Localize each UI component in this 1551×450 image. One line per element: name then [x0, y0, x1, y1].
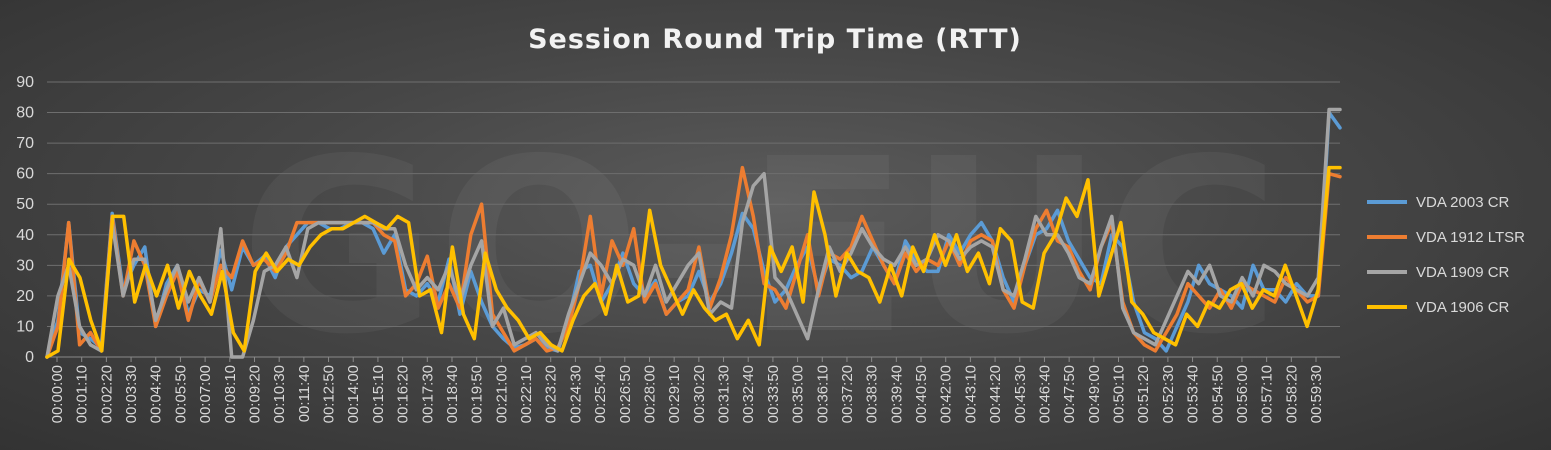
x-tick-label: 00:18:40: [444, 365, 461, 423]
x-tick-label: 00:50:10: [1111, 365, 1128, 423]
x-tick-label: 00:05:50: [172, 365, 189, 423]
x-tick-label: 00:32:40: [740, 365, 757, 423]
x-tick-label: 00:19:50: [469, 365, 486, 423]
x-tick-label: 00:54:50: [1209, 365, 1226, 423]
x-tick-label: 00:21:00: [493, 365, 510, 423]
x-tick-label: 00:07:00: [197, 365, 214, 423]
x-tick-label: 00:29:10: [666, 365, 683, 423]
x-tick-label: 00:31:30: [716, 365, 733, 423]
x-tick-label: 00:40:50: [913, 365, 930, 423]
x-tick-label: 00:14:00: [345, 365, 362, 423]
series-line-vda-1906-cr: [45, 165, 1342, 359]
x-tick-label: 00:35:00: [790, 365, 807, 423]
x-tick-label: 00:43:10: [962, 365, 979, 423]
y-axis: 0 10 20 30 40 50 60 70 80 90: [16, 74, 34, 366]
x-tick-label: 00:44:20: [987, 365, 1004, 423]
x-tick-label: 00:03:30: [123, 365, 140, 423]
legend-label: VDA 2003 CR: [1416, 194, 1510, 211]
x-tick-label: 00:57:10: [1259, 365, 1276, 423]
x-tick-label: 00:25:40: [592, 365, 609, 423]
y-tick-label: 10: [16, 318, 34, 335]
x-tick-label: 00:04:40: [148, 365, 165, 423]
x-tick-label: 00:49:00: [1086, 365, 1103, 423]
x-tick-label: 00:01:10: [74, 365, 91, 423]
x-tick-label: 00:24:30: [567, 365, 584, 423]
x-tick-label: 00:23:20: [543, 365, 560, 423]
x-tick-label: 00:02:20: [98, 365, 115, 423]
x-tick-label: 00:45:30: [1012, 365, 1029, 423]
x-axis: 00:00:00 00:01:10 00:02:20 00:03:30 00:04:40…: [47, 356, 1340, 423]
y-tick-label: 80: [16, 105, 34, 122]
series-line-vda-1909-cr: [45, 107, 1342, 359]
x-tick-label: 00:30:20: [691, 365, 708, 423]
y-tick-label: 60: [16, 166, 34, 183]
x-tick-label: 00:10:30: [271, 365, 288, 423]
x-tick-label: 00:33:50: [765, 365, 782, 423]
x-tick-label: 00:17:30: [419, 365, 436, 423]
x-tick-label: 00:46:40: [1036, 365, 1053, 423]
x-tick-label: 00:09:20: [246, 365, 263, 423]
chart-title: Session Round Trip Time (RTT): [528, 24, 1022, 55]
x-tick-label: 00:38:30: [864, 365, 881, 423]
x-tick-label: 00:12:50: [321, 365, 338, 423]
plot-area: [45, 107, 1342, 359]
y-tick-label: 50: [16, 196, 34, 213]
x-tick-label: 00:26:50: [617, 365, 634, 423]
y-tick-label: 40: [16, 227, 34, 244]
x-tick-label: 00:58:20: [1283, 365, 1300, 423]
x-tick-label: 00:37:20: [839, 365, 856, 423]
y-tick-label: 30: [16, 257, 34, 274]
x-tick-label: 00:11:40: [296, 365, 313, 422]
x-tick-label: 00:59:30: [1308, 365, 1325, 423]
x-tick-label: 00:52:30: [1160, 365, 1177, 423]
x-tick-label: 00:16:20: [395, 365, 412, 423]
legend-label: VDA 1912 LTSR: [1416, 229, 1525, 246]
y-tick-label: 90: [16, 74, 34, 91]
x-tick-label: 00:47:50: [1061, 365, 1078, 423]
x-tick-label: 00:15:10: [370, 365, 387, 423]
x-tick-label: 00:08:10: [222, 365, 239, 423]
x-tick-label: 00:39:40: [888, 365, 905, 423]
x-tick-label: 00:22:10: [518, 365, 535, 423]
y-tick-label: 20: [16, 288, 34, 305]
x-tick-label: 00:36:10: [814, 365, 831, 423]
legend: VDA 2003 CR VDA 1912 LTSR VDA 1909 CR VDA 1…: [1367, 194, 1525, 316]
y-tick-label: 0: [25, 349, 34, 366]
x-tick-label: 00:56:00: [1234, 365, 1251, 423]
x-tick-label: 00:51:20: [1135, 365, 1152, 423]
x-tick-label: 00:53:40: [1185, 365, 1202, 423]
legend-label: VDA 1909 CR: [1416, 264, 1510, 281]
x-tick-label: 00:42:00: [938, 365, 955, 423]
legend-label: VDA 1906 CR: [1416, 299, 1510, 316]
x-tick-label: 00:28:00: [641, 365, 658, 423]
x-tick-label: 00:00:00: [49, 365, 66, 423]
y-tick-label: 70: [16, 135, 34, 152]
